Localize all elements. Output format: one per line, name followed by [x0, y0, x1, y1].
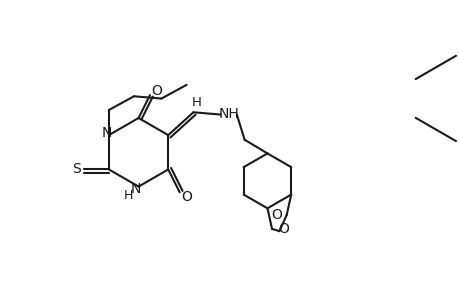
- Text: O: O: [181, 190, 191, 204]
- Text: H: H: [192, 96, 202, 109]
- Text: S: S: [73, 162, 81, 176]
- Text: O: O: [270, 208, 281, 222]
- Text: NH: NH: [218, 107, 239, 121]
- Text: N: N: [131, 182, 141, 196]
- Text: N: N: [101, 126, 112, 140]
- Text: O: O: [277, 222, 288, 236]
- Text: O: O: [151, 84, 162, 98]
- Text: H: H: [123, 189, 133, 202]
